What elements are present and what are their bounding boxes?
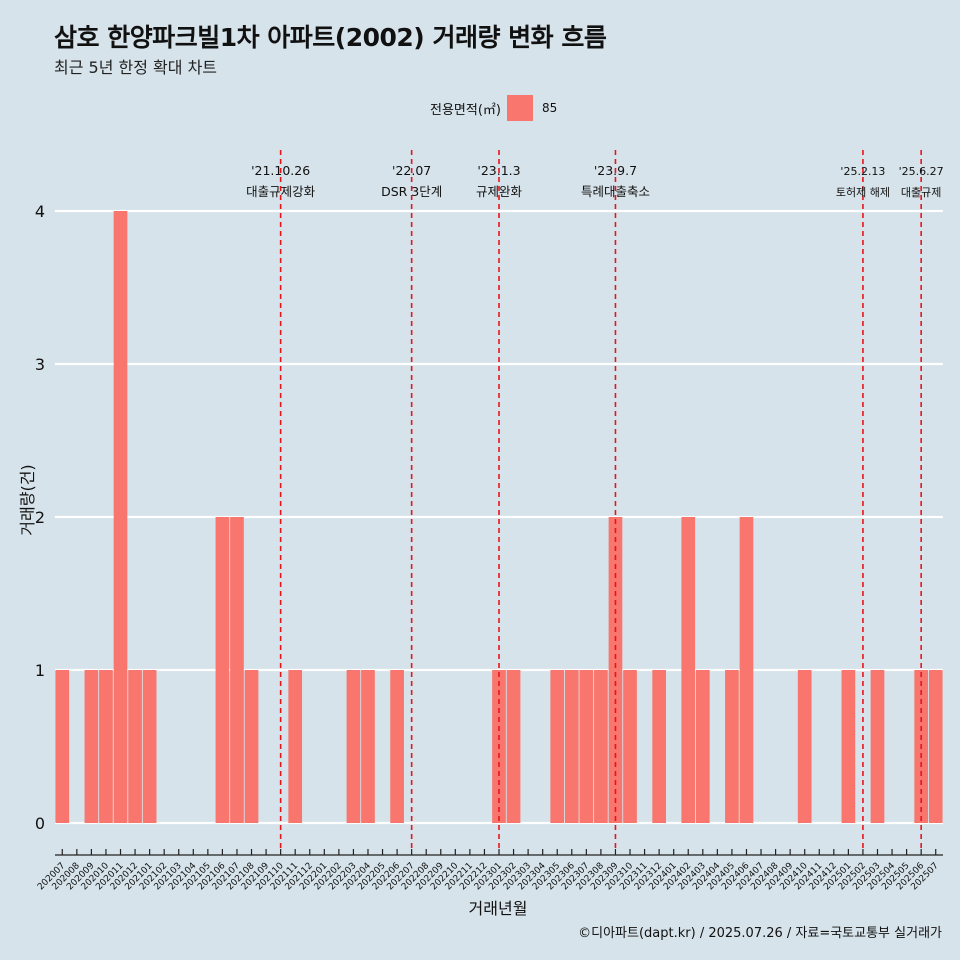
- bar: [695, 670, 710, 823]
- event-name-label: 대출규제강화: [246, 184, 316, 199]
- bar: [84, 670, 99, 823]
- y-tick-label: 1: [35, 661, 45, 680]
- bar: [550, 670, 565, 823]
- bar: [739, 517, 754, 823]
- bar: [652, 670, 666, 823]
- bar: [725, 670, 739, 823]
- event-name-label: 규제완화: [476, 184, 523, 199]
- bar: [870, 670, 885, 823]
- x-axis-title: 거래년월: [469, 899, 528, 918]
- bar: [564, 670, 579, 823]
- bar: [128, 670, 142, 823]
- bar: [113, 211, 128, 823]
- legend: 전용면적(㎡) 85: [430, 95, 557, 121]
- bar: [928, 670, 943, 823]
- event-name-label: 특례대출축소: [581, 184, 650, 199]
- bar: [244, 670, 259, 823]
- bar: [142, 670, 157, 823]
- legend-swatch: [506, 95, 533, 121]
- y-tick-label: 0: [35, 814, 45, 833]
- bar: [288, 670, 303, 823]
- bar: [361, 670, 375, 823]
- y-tick-label: 4: [35, 202, 45, 221]
- y-tick-label: 3: [35, 355, 45, 374]
- bar: [346, 670, 361, 823]
- event-date-label: '23.9.7: [594, 163, 637, 178]
- event-date-label: '22.07: [392, 163, 431, 178]
- bar: [390, 670, 404, 823]
- y-tick-label: 2: [35, 508, 45, 527]
- y-axis-title: 거래량(건): [18, 464, 37, 535]
- bar: [841, 670, 856, 823]
- event-name-label: 대출규제: [901, 186, 941, 199]
- source-caption: ©디아파트(dapt.kr) / 2025.07.26 / 자료=국토교통부 실…: [578, 926, 942, 941]
- chart-subtitle: 최근 5년 한정 확대 차트: [54, 58, 218, 77]
- bar: [99, 670, 113, 823]
- bar: [230, 517, 244, 823]
- bar: [594, 670, 608, 823]
- event-date-label: '23.1.3: [477, 163, 520, 178]
- legend-item-label: 85: [541, 101, 558, 115]
- bar: [55, 670, 70, 823]
- event-name-label: DSR 3단계: [381, 184, 442, 199]
- bar: [506, 670, 521, 823]
- bar: [579, 670, 594, 823]
- legend-title: 전용면적(㎡): [430, 102, 501, 118]
- event-name-label: 토허제 해제: [836, 185, 890, 199]
- bar: [215, 517, 230, 823]
- event-date-label: '25.2.13: [840, 165, 885, 178]
- event-date-label: '25.6.27: [899, 165, 944, 178]
- event-date-label: '21.10.26: [251, 163, 310, 178]
- chart-title: 삼호 한양파크빌1차 아파트(2002) 거래량 변화 흐름: [54, 23, 607, 52]
- bar: [797, 670, 812, 823]
- bar: [623, 670, 637, 823]
- bar: [608, 517, 623, 823]
- bar: [681, 517, 696, 823]
